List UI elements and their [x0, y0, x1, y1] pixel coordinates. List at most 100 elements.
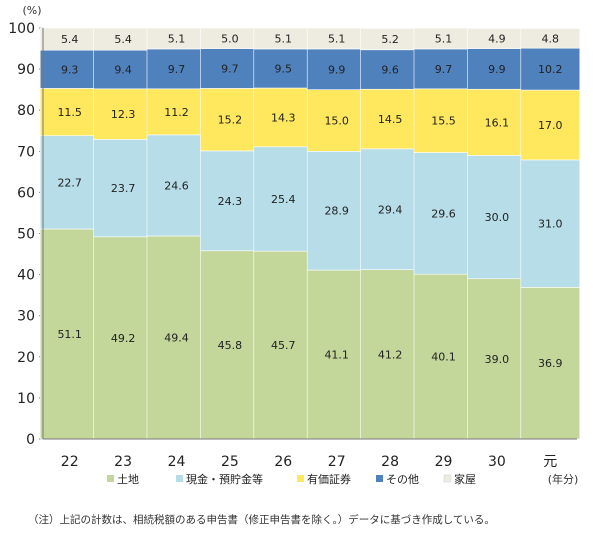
x-tick-label: 22	[61, 454, 79, 470]
data-label: 9.3	[61, 63, 79, 76]
bar-segment	[39, 49, 100, 89]
data-label: 45.8	[218, 339, 243, 352]
bar-segment	[413, 273, 474, 440]
bar-segment	[39, 88, 100, 136]
data-label: 24.6	[164, 179, 189, 192]
x-axis-unit: (年分)	[548, 472, 579, 486]
data-label: 12.3	[111, 108, 136, 121]
data-label: 5.2	[381, 33, 399, 46]
data-label: 36.9	[538, 357, 563, 370]
data-label: 29.4	[378, 203, 403, 216]
x-tick-label: 23	[114, 454, 132, 470]
bar-segment	[39, 228, 100, 440]
y-tick-label: 90	[17, 62, 35, 78]
y-tick-label: 0	[26, 432, 35, 448]
bar-segment	[200, 150, 260, 252]
y-tick-label: 40	[17, 268, 35, 284]
data-label: 5.0	[221, 32, 239, 45]
data-label: 28.9	[324, 205, 349, 218]
bar-segment	[93, 88, 153, 140]
y-tick-label: 100	[8, 21, 35, 37]
data-label: 9.6	[381, 64, 399, 77]
data-label: 5.4	[114, 33, 132, 46]
y-axis-unit: (%)	[22, 4, 41, 17]
y-tick-label: 20	[17, 350, 35, 366]
bar-segment	[93, 139, 153, 238]
y-tick-label: 60	[17, 185, 35, 201]
x-tick-label: 24	[168, 454, 186, 470]
data-label: 4.8	[542, 32, 560, 45]
x-tick-label: 30	[488, 454, 506, 470]
data-label: 5.1	[275, 32, 293, 45]
bar-segment	[253, 146, 314, 252]
bar-segment	[93, 236, 153, 440]
bar-segment	[520, 287, 581, 440]
legend-swatch	[376, 475, 383, 482]
bar-segment	[200, 250, 260, 440]
y-tick-label: 70	[17, 144, 35, 160]
data-label: 41.1	[324, 349, 349, 362]
data-label: 5.1	[435, 32, 453, 45]
legend-label: 現金・預貯金等	[186, 472, 263, 486]
data-label: 17.0	[538, 119, 563, 132]
data-label: 9.5	[275, 62, 293, 75]
data-label: 9.7	[435, 63, 453, 76]
data-label: 5.1	[168, 32, 186, 45]
legend-label: 土地	[117, 473, 139, 486]
bar-segment	[253, 48, 314, 89]
y-tick-label: 30	[17, 309, 35, 325]
bar-segment	[146, 88, 207, 136]
footnote: （注）上記の計数は、相続税額のある申告書（修正申告書を除く。）データに基づき作成…	[28, 514, 495, 526]
data-label: 9.4	[114, 64, 132, 77]
bar-segment	[413, 88, 474, 153]
legend-label: 家屋	[454, 472, 476, 486]
bar-segment	[146, 235, 207, 440]
data-label: 9.9	[488, 63, 506, 76]
data-label: 49.2	[111, 332, 136, 345]
bar-segment	[93, 49, 153, 90]
data-label: 45.7	[271, 339, 296, 352]
bar-segment	[306, 151, 367, 271]
legend-label: その他	[386, 473, 419, 486]
data-label: 23.7	[111, 182, 136, 195]
bar-segment	[200, 48, 260, 89]
bar-segment	[467, 48, 527, 90]
legend-swatch	[107, 475, 114, 482]
x-tick-label: 25	[221, 454, 239, 470]
y-tick-label: 50	[17, 227, 35, 243]
data-label: 22.7	[57, 176, 82, 189]
data-label: 31.0	[538, 218, 563, 231]
y-tick-label: 10	[17, 391, 35, 407]
x-tick-label: 元	[543, 454, 557, 470]
legend-swatch	[176, 475, 183, 482]
y-tick-label: 80	[17, 103, 35, 119]
data-label: 14.5	[378, 113, 403, 126]
bar-segment	[253, 87, 314, 148]
bar-segment	[413, 48, 474, 90]
data-label: 24.3	[218, 195, 243, 208]
data-label: 30.0	[485, 211, 510, 224]
data-label: 16.1	[485, 116, 510, 129]
legend-swatch	[297, 475, 304, 482]
bar-segment	[520, 89, 581, 161]
legend-label: 有価証券	[307, 472, 351, 486]
data-label: 39.0	[485, 353, 510, 366]
data-label: 4.9	[488, 32, 506, 45]
data-label: 15.5	[431, 115, 456, 128]
data-label: 15.2	[218, 114, 243, 127]
bar-segment	[360, 88, 420, 150]
data-label: 25.4	[271, 193, 296, 206]
bar-segment	[360, 269, 420, 440]
bar-segment	[520, 159, 581, 288]
data-label: 10.2	[538, 63, 563, 76]
x-tick-label: 28	[381, 454, 399, 470]
bar-segment	[467, 155, 527, 280]
data-label: 5.1	[328, 32, 346, 45]
data-label: 9.7	[221, 62, 239, 75]
x-tick-label: 29	[435, 454, 453, 470]
bar-segment	[146, 134, 207, 237]
bar-segment	[520, 28, 581, 49]
data-label: 40.1	[431, 351, 456, 364]
data-label: 41.2	[378, 348, 403, 361]
